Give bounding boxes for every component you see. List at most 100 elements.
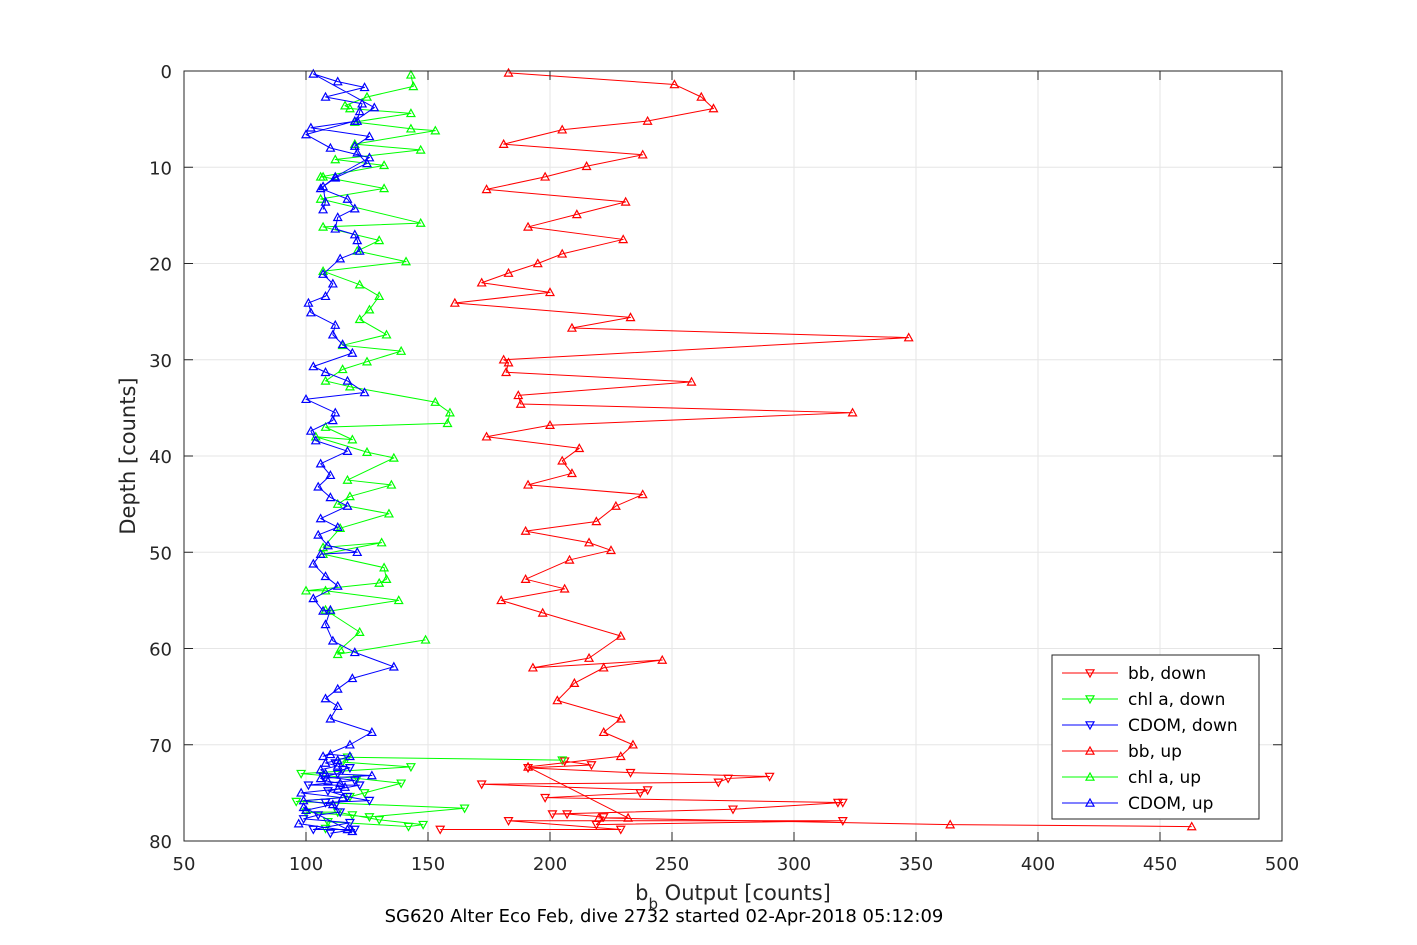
data-point bbox=[347, 347, 358, 357]
data-point bbox=[581, 161, 592, 171]
data-point bbox=[310, 435, 321, 445]
data-point bbox=[342, 500, 353, 510]
data-point bbox=[503, 267, 514, 277]
data-point bbox=[498, 138, 509, 148]
data-point bbox=[315, 513, 326, 523]
y-tick-label: 40 bbox=[149, 447, 172, 468]
data-point bbox=[325, 142, 336, 152]
x-axis-label: bb Output [counts] bbox=[635, 881, 831, 913]
data-point bbox=[405, 123, 416, 133]
data-point bbox=[523, 221, 534, 231]
data-point bbox=[337, 364, 348, 374]
data-point bbox=[625, 312, 636, 322]
data-point bbox=[615, 630, 626, 640]
x-tick-label: 450 bbox=[1143, 854, 1177, 875]
series-line bbox=[295, 756, 563, 829]
data-point bbox=[832, 798, 843, 808]
data-point bbox=[320, 604, 331, 614]
data-point bbox=[361, 91, 373, 101]
data-point bbox=[320, 367, 331, 377]
data-point bbox=[330, 154, 341, 164]
data-point bbox=[349, 140, 360, 150]
data-point bbox=[442, 418, 453, 428]
data-point bbox=[354, 245, 365, 255]
data-point bbox=[515, 398, 526, 408]
data-point bbox=[300, 129, 312, 139]
series-bb-up bbox=[449, 67, 1197, 831]
data-point bbox=[374, 290, 385, 301]
data-point bbox=[620, 196, 631, 206]
data-point bbox=[332, 754, 343, 764]
legend-entry: chl a, down bbox=[1128, 690, 1225, 710]
x-tick-label: 150 bbox=[411, 854, 445, 875]
data-point bbox=[405, 763, 416, 773]
data-point bbox=[344, 103, 355, 113]
data-point bbox=[374, 577, 385, 587]
data-point bbox=[320, 571, 331, 581]
data-point bbox=[847, 407, 858, 417]
data-point bbox=[591, 516, 602, 526]
data-point bbox=[547, 810, 558, 820]
data-point bbox=[598, 662, 609, 672]
data-point bbox=[415, 217, 426, 227]
data-point bbox=[298, 815, 309, 825]
data-point bbox=[308, 558, 319, 568]
data-point bbox=[332, 649, 343, 659]
data-point bbox=[566, 468, 577, 478]
data-point bbox=[564, 554, 575, 564]
data-point bbox=[444, 407, 455, 417]
data-point bbox=[635, 789, 646, 799]
data-point bbox=[315, 548, 326, 558]
data-point bbox=[305, 122, 316, 132]
data-point bbox=[523, 761, 534, 771]
data-point bbox=[335, 644, 346, 654]
data-point bbox=[332, 760, 343, 770]
data-point bbox=[332, 212, 343, 222]
data-point bbox=[340, 100, 351, 110]
data-point bbox=[354, 279, 365, 289]
data-point bbox=[374, 235, 385, 245]
x-tick-label: 50 bbox=[173, 854, 196, 875]
data-point bbox=[593, 812, 604, 822]
data-point bbox=[557, 124, 568, 134]
data-point bbox=[393, 595, 404, 605]
data-point bbox=[498, 354, 509, 364]
data-point bbox=[1186, 821, 1197, 831]
data-point bbox=[598, 727, 609, 737]
data-point bbox=[396, 779, 407, 789]
data-point bbox=[318, 605, 329, 615]
data-point bbox=[318, 221, 329, 231]
data-point bbox=[557, 455, 568, 465]
data-point bbox=[344, 381, 355, 391]
data-point bbox=[296, 787, 307, 797]
data-point bbox=[945, 819, 956, 829]
data-point bbox=[586, 761, 597, 771]
series-line bbox=[440, 760, 844, 830]
data-point bbox=[476, 780, 487, 790]
data-point bbox=[335, 253, 346, 263]
legend-marker bbox=[1084, 721, 1096, 731]
legend-entry: bb, down bbox=[1128, 664, 1206, 684]
data-point bbox=[349, 203, 360, 213]
data-point bbox=[405, 108, 416, 118]
data-point bbox=[325, 713, 336, 723]
data-point bbox=[332, 521, 343, 532]
data-point bbox=[327, 799, 338, 809]
data-point bbox=[293, 818, 304, 828]
data-point bbox=[523, 479, 534, 489]
y-tick-label: 60 bbox=[149, 640, 172, 661]
y-axis-label: Depth [counts] bbox=[116, 377, 140, 534]
y-tick-label: 30 bbox=[149, 351, 172, 372]
legend-marker bbox=[1084, 745, 1096, 755]
data-point bbox=[354, 106, 365, 116]
data-point bbox=[527, 662, 538, 672]
data-point bbox=[327, 278, 338, 288]
data-point bbox=[598, 813, 609, 823]
legend-marker bbox=[1084, 669, 1096, 679]
data-point bbox=[642, 786, 653, 796]
data-point bbox=[347, 673, 358, 683]
data-point bbox=[615, 825, 626, 835]
y-tick-label: 10 bbox=[149, 158, 172, 179]
data-point bbox=[544, 287, 556, 297]
data-point bbox=[315, 773, 326, 783]
